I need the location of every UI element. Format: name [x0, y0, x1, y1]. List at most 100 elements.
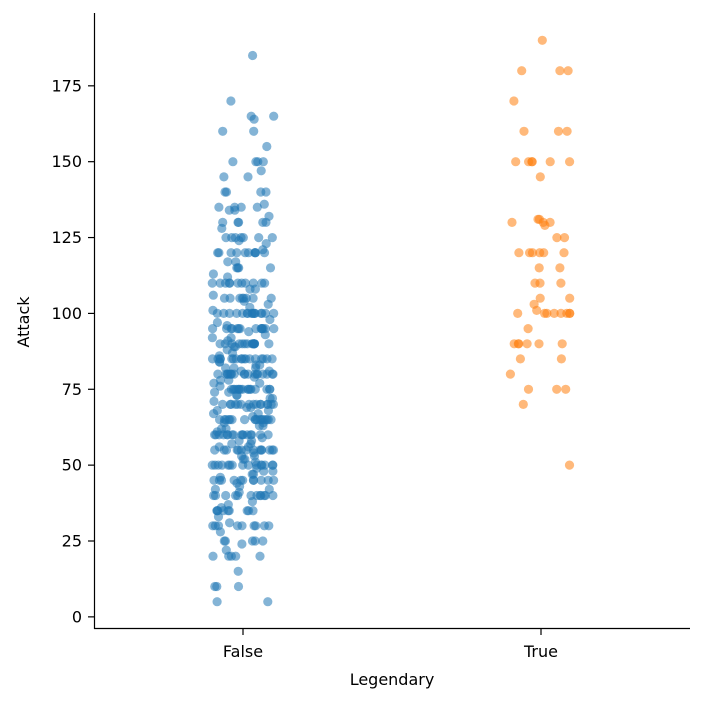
point-false — [256, 399, 266, 409]
y-tick-label: 175 — [51, 76, 82, 95]
point-true — [517, 66, 527, 76]
point-true — [513, 308, 523, 318]
point-false — [240, 369, 250, 379]
point-true — [539, 248, 549, 258]
y-axis-label: Attack — [14, 296, 33, 348]
point-false — [260, 490, 270, 501]
point-false — [224, 375, 234, 385]
point-false — [262, 141, 272, 152]
point-false — [208, 269, 218, 279]
point-true — [563, 66, 573, 76]
point-false — [243, 172, 253, 182]
point-false — [254, 421, 264, 431]
point-false — [227, 439, 237, 449]
point-true — [515, 354, 526, 364]
point-false — [262, 354, 272, 364]
point-false — [240, 415, 250, 425]
point-false — [247, 536, 258, 546]
point-true — [525, 248, 535, 258]
point-false — [243, 460, 253, 470]
point-false — [249, 114, 259, 124]
point-true — [542, 308, 552, 318]
point-false — [208, 521, 218, 531]
point-true — [540, 220, 550, 230]
point-false — [231, 551, 241, 561]
point-false — [231, 354, 241, 364]
point-false — [249, 126, 259, 136]
point-false — [218, 126, 228, 136]
point-false — [233, 490, 243, 501]
point-false — [256, 166, 266, 176]
point-true — [514, 248, 524, 258]
point-false — [223, 257, 233, 267]
point-false — [219, 445, 229, 455]
point-false — [219, 172, 229, 182]
point-false — [259, 248, 270, 258]
point-false — [249, 521, 259, 531]
x-axis-label: Legendary — [350, 670, 435, 689]
point-false — [268, 466, 278, 476]
point-false — [268, 490, 278, 501]
point-false — [261, 187, 271, 197]
point-true — [549, 308, 559, 318]
point-false — [250, 284, 260, 294]
point-false — [267, 233, 277, 243]
point-false — [265, 314, 275, 325]
point-false — [234, 236, 244, 246]
point-false — [215, 357, 225, 367]
point-false — [264, 521, 274, 531]
point-false — [233, 566, 243, 576]
point-false — [232, 521, 243, 531]
point-true — [522, 339, 532, 349]
point-false — [262, 384, 272, 394]
point-false — [208, 551, 218, 561]
point-false — [225, 518, 235, 528]
point-false — [263, 299, 273, 309]
point-false — [234, 263, 244, 273]
point-false — [214, 202, 224, 212]
point-true — [559, 233, 570, 243]
point-false — [210, 445, 220, 455]
point-false — [209, 490, 219, 501]
point-true — [555, 263, 565, 273]
point-true — [535, 172, 545, 182]
point-true — [555, 66, 565, 76]
point-false — [248, 50, 258, 61]
point-false — [269, 475, 279, 485]
point-true — [511, 157, 521, 167]
point-false — [218, 399, 228, 409]
point-false — [227, 415, 237, 425]
point-false — [237, 539, 247, 549]
point-true — [537, 35, 547, 45]
point-false — [264, 339, 274, 349]
point-true — [556, 354, 567, 364]
point-true — [552, 384, 562, 394]
point-false — [263, 405, 273, 416]
point-false — [242, 308, 253, 318]
point-false — [267, 445, 277, 455]
point-true — [562, 126, 572, 136]
point-true — [523, 324, 533, 334]
point-true — [565, 157, 575, 167]
point-true — [534, 339, 544, 349]
point-false — [210, 387, 220, 397]
point-false — [245, 354, 255, 364]
point-false — [213, 460, 223, 470]
point-false — [248, 506, 258, 516]
y-tick-label: 0 — [72, 607, 82, 626]
y-tick-label: 125 — [51, 228, 82, 247]
point-false — [245, 384, 255, 394]
point-false — [220, 187, 230, 197]
point-false — [221, 233, 231, 243]
point-true — [565, 308, 575, 318]
y-tick-label: 25 — [62, 532, 82, 551]
point-false — [216, 475, 227, 485]
x-ticks: False True — [223, 629, 558, 661]
point-true — [523, 384, 534, 394]
point-false — [208, 290, 218, 300]
point-false — [255, 551, 265, 561]
y-tick-label: 75 — [62, 380, 82, 399]
point-false — [254, 233, 264, 243]
point-true — [530, 278, 540, 288]
